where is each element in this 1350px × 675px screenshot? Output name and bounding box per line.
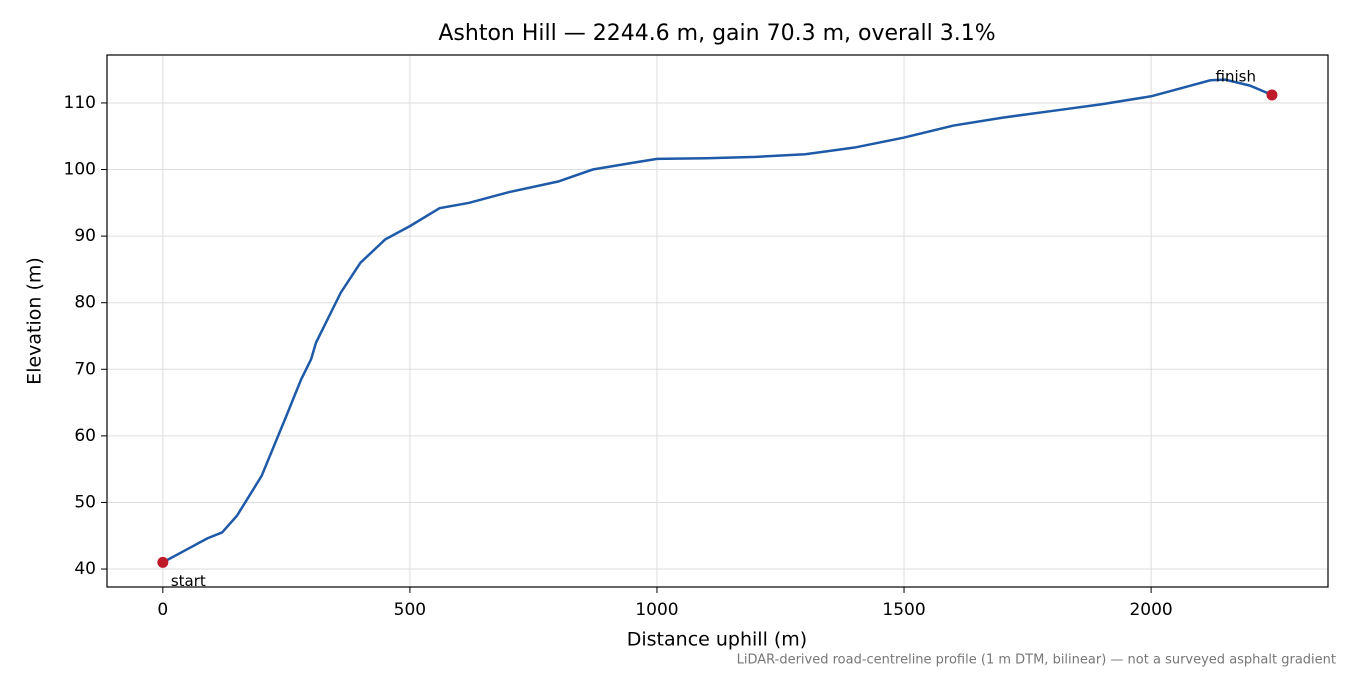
chart-title: Ashton Hill — 2244.6 m, gain 70.3 m, ove… [438, 21, 995, 46]
y-tick-label: 110 [64, 93, 96, 113]
x-axis-label: Distance uphill (m) [627, 629, 807, 651]
x-tick-label: 1000 [635, 600, 678, 620]
footnote: LiDAR-derived road-centreline profile (1… [737, 653, 1336, 668]
elevation-line [162, 78, 1273, 564]
x-tick-label: 2000 [1129, 600, 1172, 620]
y-tick-label: 100 [64, 160, 96, 180]
y-tick-label: 50 [74, 492, 96, 512]
y-tick-label: 70 [74, 359, 96, 379]
x-tick-label: 1500 [882, 600, 925, 620]
y-tick-label: 90 [74, 226, 96, 246]
y-tick-label: 40 [74, 559, 96, 579]
x-tick-label: 500 [394, 600, 426, 620]
y-tick-label: 80 [74, 293, 96, 313]
endpoint-label: start [171, 572, 206, 590]
endpoint-marker [157, 556, 169, 568]
plot-frame [106, 54, 1329, 588]
y-tick-label: 60 [74, 426, 96, 446]
y-axis-label: Elevation (m) [24, 257, 46, 385]
endpoint-marker [1266, 89, 1278, 101]
x-tick-label: 0 [157, 600, 168, 620]
endpoint-label: finish [1216, 67, 1256, 85]
